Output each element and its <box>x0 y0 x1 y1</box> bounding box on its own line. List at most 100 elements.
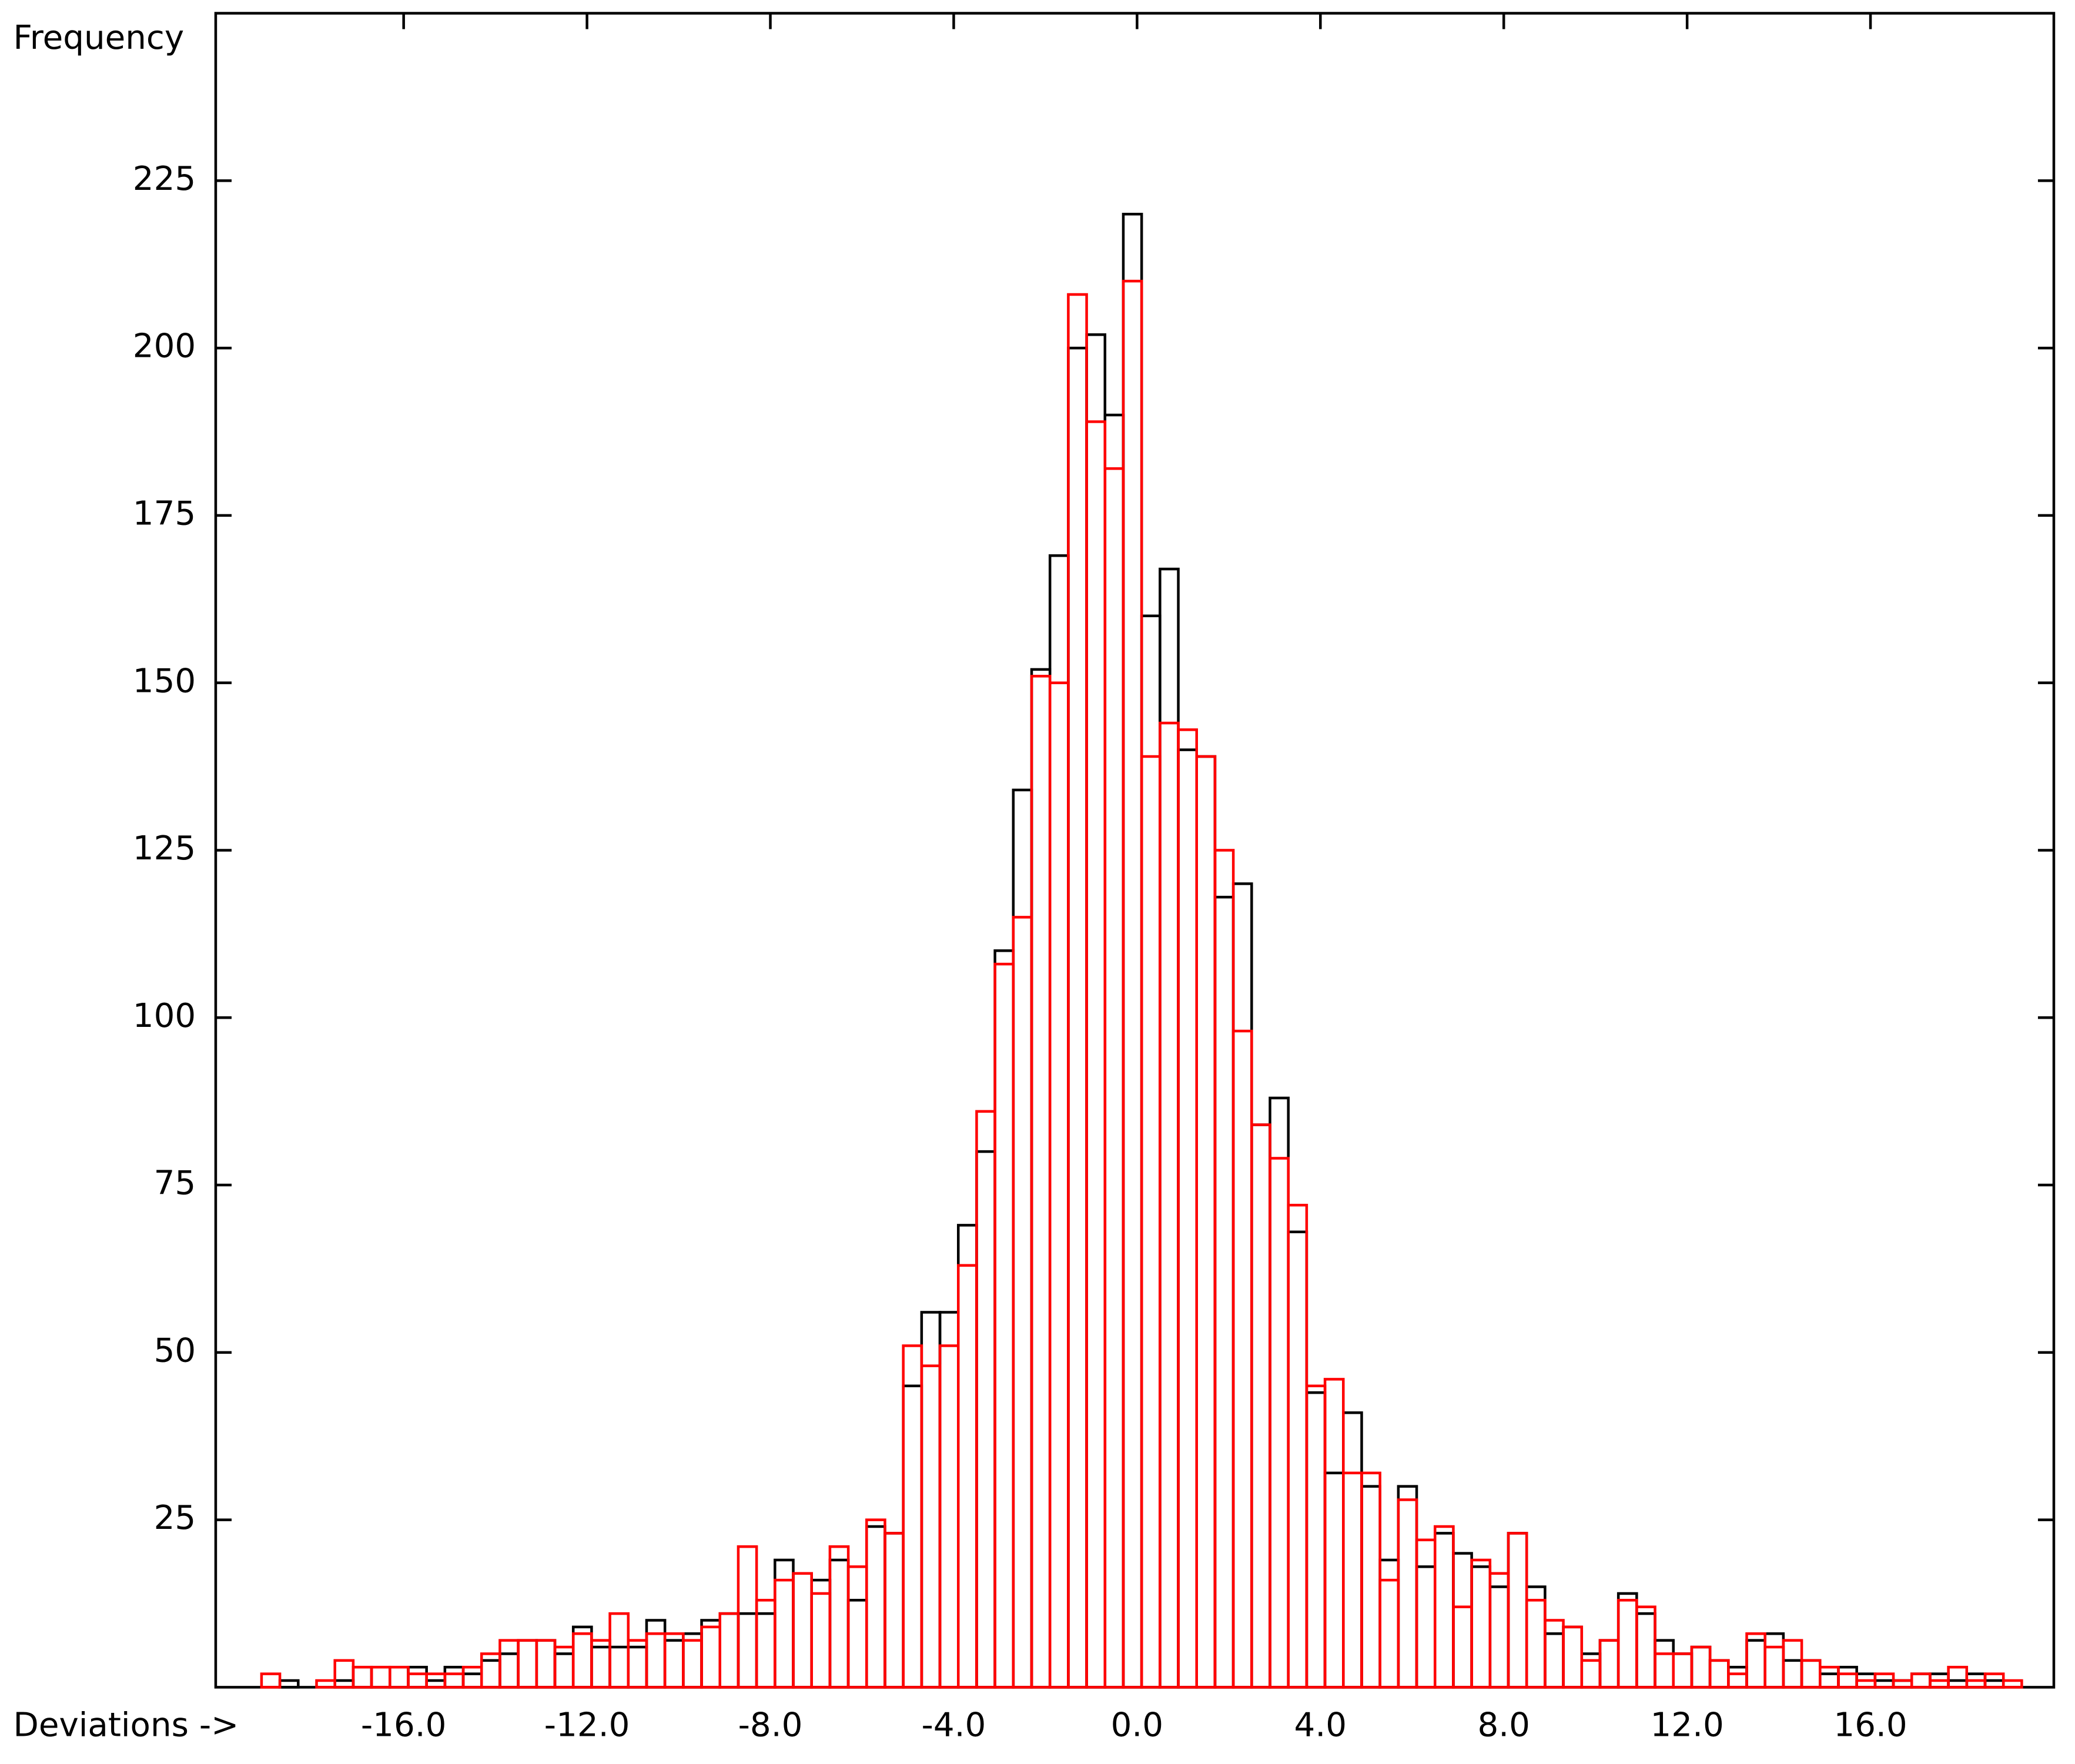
bar <box>792 1572 813 1689</box>
bar <box>1708 1659 1730 1689</box>
bar <box>1397 1498 1418 1689</box>
bar <box>1910 1672 1932 1689</box>
bar <box>1048 554 1070 1689</box>
bar <box>1323 1378 1345 1689</box>
bar <box>1965 1679 1987 1689</box>
bar <box>1250 1123 1271 1689</box>
bar <box>1672 1652 1694 1689</box>
bar <box>883 1532 905 1689</box>
x-tick-label: 16.0 <box>1833 1706 1907 1745</box>
bar <box>1819 1672 1840 1689</box>
bar <box>1250 1123 1271 1689</box>
bar <box>1342 1411 1363 1689</box>
bar <box>1470 1558 1492 1689</box>
bar <box>1103 413 1125 1689</box>
x-axis-label: Deviations -> <box>14 1706 239 1745</box>
x-tick-label: 12.0 <box>1650 1706 1723 1745</box>
bar <box>1433 1525 1455 1689</box>
bar <box>810 1592 832 1689</box>
bar <box>1159 567 1180 1689</box>
bar <box>1745 1639 1766 1689</box>
bar <box>993 949 1015 1689</box>
bar <box>1323 1471 1345 1689</box>
bar <box>828 1558 850 1689</box>
bar <box>1544 1619 1565 1689</box>
y-axis-label: Frequency <box>14 19 185 57</box>
x-tick-label: -8.0 <box>738 1706 803 1745</box>
bar <box>1103 467 1125 1689</box>
bar <box>2002 1679 2023 1689</box>
x-tick-label: 0.0 <box>1111 1706 1163 1745</box>
bar <box>571 1632 593 1689</box>
bar <box>1360 1485 1381 1689</box>
bar <box>1580 1659 1602 1689</box>
bar <box>718 1612 740 1689</box>
bar <box>407 1665 428 1689</box>
y-tick-label: 175 <box>133 495 196 533</box>
bar <box>1287 1230 1308 1689</box>
bar <box>535 1639 557 1689</box>
bar <box>627 1645 648 1689</box>
bar <box>517 1639 538 1689</box>
bar <box>1635 1605 1656 1689</box>
bar <box>1525 1599 1547 1689</box>
bar <box>865 1518 886 1689</box>
bar <box>1140 755 1162 1689</box>
bar <box>1800 1659 1822 1689</box>
x-tick-label: -12.0 <box>544 1706 630 1745</box>
bar <box>389 1665 410 1689</box>
bar <box>1012 916 1033 1689</box>
y-tick-label: 125 <box>133 829 196 868</box>
bar <box>1342 1471 1363 1689</box>
x-tick-label: 4.0 <box>1294 1706 1347 1745</box>
bar <box>718 1612 740 1689</box>
bar <box>1030 675 1052 1689</box>
bar <box>700 1625 721 1689</box>
bar <box>278 1679 300 1689</box>
bar <box>1195 755 1217 1689</box>
bar <box>1617 1599 1638 1689</box>
bar <box>1231 882 1253 1689</box>
bar <box>1177 728 1198 1689</box>
bar <box>883 1532 905 1689</box>
bar <box>902 1384 923 1689</box>
bar <box>1177 748 1198 1689</box>
bar <box>1782 1639 1803 1689</box>
bar <box>498 1652 520 1689</box>
y-tick-label: 100 <box>133 997 196 1035</box>
bar <box>1763 1645 1785 1689</box>
bar <box>517 1639 538 1689</box>
bar <box>1598 1639 1620 1689</box>
bar <box>993 962 1015 1689</box>
bar <box>1617 1592 1638 1689</box>
bar <box>645 1632 667 1689</box>
bar <box>553 1652 575 1689</box>
y-tick-label: 50 <box>154 1331 196 1370</box>
bar <box>1231 1029 1253 1689</box>
bar <box>1269 1157 1290 1689</box>
bar <box>1452 1605 1473 1689</box>
bar <box>1525 1585 1547 1689</box>
bar <box>480 1652 501 1689</box>
bar <box>1305 1391 1327 1689</box>
bar <box>1159 721 1180 1689</box>
bar <box>1415 1565 1437 1689</box>
bar <box>571 1625 593 1689</box>
bar <box>1562 1625 1584 1689</box>
bar <box>1892 1679 1913 1689</box>
bar <box>902 1344 923 1689</box>
bar <box>1433 1532 1455 1689</box>
bar <box>682 1639 703 1689</box>
bar <box>1507 1532 1528 1689</box>
bar <box>315 1679 336 1689</box>
bar <box>1654 1639 1675 1689</box>
bar <box>1745 1632 1766 1689</box>
x-tick-label: -16.0 <box>361 1706 447 1745</box>
bar <box>480 1659 501 1689</box>
bar <box>1507 1532 1528 1689</box>
bar <box>1195 755 1217 1689</box>
bar <box>956 1224 978 1689</box>
bar <box>755 1612 777 1689</box>
bar <box>1488 1572 1510 1689</box>
